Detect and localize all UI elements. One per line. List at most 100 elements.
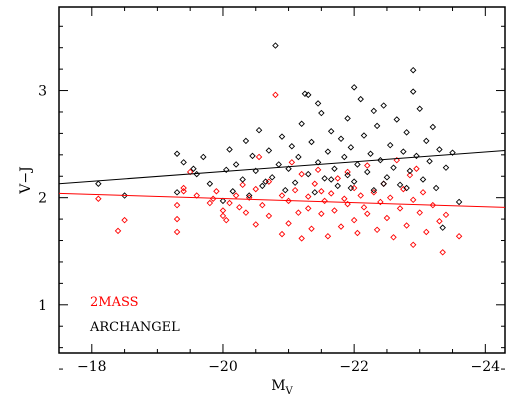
data-points xyxy=(95,42,463,256)
data-point xyxy=(121,192,128,199)
fit-lines xyxy=(58,150,506,208)
data-point xyxy=(364,162,371,169)
data-point xyxy=(229,188,237,195)
data-point xyxy=(347,144,355,151)
data-point xyxy=(239,176,246,183)
data-point xyxy=(275,161,282,168)
data-point xyxy=(318,109,325,117)
data-point xyxy=(239,181,246,189)
data-point xyxy=(386,194,394,201)
data-point xyxy=(455,233,463,240)
data-point xyxy=(311,189,319,196)
data-point xyxy=(245,192,253,199)
x-axis-label-subscript: V xyxy=(285,386,294,397)
data-point xyxy=(219,207,227,214)
data-point xyxy=(262,178,269,185)
data-point xyxy=(409,196,417,204)
data-point xyxy=(337,135,345,142)
data-point xyxy=(396,181,404,189)
data-point xyxy=(419,189,427,196)
data-point xyxy=(223,216,230,224)
data-point xyxy=(416,209,423,216)
data-point xyxy=(406,167,414,175)
data-point xyxy=(370,186,378,194)
data-point xyxy=(223,166,230,174)
data-point xyxy=(295,209,302,216)
data-point xyxy=(341,153,348,161)
data-point xyxy=(95,195,102,202)
data-point xyxy=(259,201,266,209)
data-point xyxy=(413,152,420,160)
data-point xyxy=(298,170,305,178)
data-point xyxy=(173,189,181,196)
data-point xyxy=(364,210,371,217)
data-point xyxy=(324,148,332,155)
data-point xyxy=(268,174,276,181)
data-point xyxy=(429,201,437,209)
data-point xyxy=(406,171,414,179)
data-point xyxy=(403,222,410,229)
data-point xyxy=(364,168,371,176)
data-point xyxy=(242,209,250,216)
data-point xyxy=(285,165,292,172)
data-point xyxy=(367,150,374,157)
data-point xyxy=(344,168,351,176)
data-point xyxy=(360,204,368,211)
data-point xyxy=(285,220,292,227)
data-point xyxy=(419,176,427,183)
data-point xyxy=(354,161,361,168)
data-point xyxy=(298,235,305,242)
data-point xyxy=(409,66,417,74)
data-point xyxy=(314,100,322,107)
data-point xyxy=(436,146,443,153)
data-point xyxy=(341,195,348,202)
legend-item-archangel: ARCHANGEL xyxy=(89,320,180,335)
y-tick-label: 3 xyxy=(38,84,47,100)
data-point xyxy=(278,133,286,140)
data-point xyxy=(400,148,407,155)
data-point xyxy=(327,176,335,183)
data-point xyxy=(318,210,325,217)
x-tick-label: −24 xyxy=(471,359,501,375)
data-point xyxy=(265,178,273,185)
data-point xyxy=(180,159,187,166)
data-point xyxy=(344,171,351,179)
data-point xyxy=(291,179,299,186)
data-point xyxy=(324,233,332,240)
y-tick-label: 1 xyxy=(38,298,47,314)
data-point xyxy=(337,223,345,230)
data-point xyxy=(380,180,387,187)
data-point xyxy=(255,153,263,161)
data-point xyxy=(173,215,181,223)
fit-line-archangel xyxy=(58,150,506,185)
data-point xyxy=(321,197,328,205)
data-point xyxy=(232,192,240,199)
data-point xyxy=(200,153,207,161)
data-point xyxy=(344,115,351,122)
data-point xyxy=(357,192,364,199)
data-point xyxy=(383,214,391,222)
data-point xyxy=(350,84,358,91)
data-point xyxy=(436,218,443,225)
data-point xyxy=(331,207,338,214)
data-point xyxy=(380,102,387,109)
data-point xyxy=(393,156,401,164)
fit-line-2mass xyxy=(58,192,506,208)
data-point xyxy=(357,95,364,103)
plot-frame xyxy=(58,6,506,354)
data-point xyxy=(314,166,322,174)
data-point xyxy=(360,132,368,139)
y-axis-label: V−J xyxy=(18,166,34,194)
data-point xyxy=(255,126,263,134)
data-point xyxy=(295,153,302,161)
data-point xyxy=(304,193,312,200)
data-point xyxy=(272,91,279,99)
data-point xyxy=(288,143,296,150)
x-tick-label: −18 xyxy=(77,359,107,375)
data-point xyxy=(301,90,309,98)
data-point xyxy=(442,164,450,171)
data-point xyxy=(121,216,128,224)
data-point xyxy=(173,201,181,209)
data-point xyxy=(380,180,387,187)
data-point xyxy=(186,168,194,176)
